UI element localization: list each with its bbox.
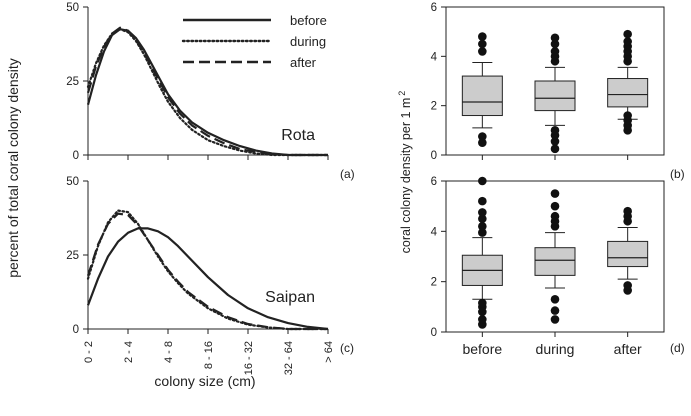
outlier-point [478,138,487,147]
outlier-point [478,228,487,237]
site-label: Saipan [265,289,315,306]
y-tick-label: 25 [66,76,79,88]
box-during [534,247,576,276]
y-tick-label: 25 [66,250,79,262]
x-tick-label: 16 - 32 [243,341,255,375]
outlier-point [550,33,560,43]
outlier-point [550,189,560,198]
box-after [607,240,649,268]
y-tick-label: 0 [431,327,437,339]
outlier-point [478,214,487,224]
outlier-point [478,132,487,141]
panel-label: (a) [340,167,355,181]
y-tick-label: 0 [73,324,79,336]
outlier-point [478,176,487,186]
y-tick-label: 6 [431,2,437,14]
x-tick-label: 0 - 2 [83,341,95,363]
outlier-point [550,39,560,49]
box-during [534,80,576,112]
outlier-point [550,137,560,146]
y-tick-label: 50 [66,176,79,188]
left-x-axis-title: colony size (cm) [154,373,255,389]
legend-label-after: after [290,55,317,70]
right-y-axis-title: coral colony density per 1 m 2 [397,91,413,254]
size-distribution-chart-rota: 0 25 50 before during after Rota (a) [66,2,354,181]
series-line-after [86,212,328,331]
x-tick-label: 32 - 64 [283,341,295,375]
outlier-point [550,294,560,304]
y-tick-label: 4 [431,51,438,63]
right-y-axis-title-superscript: 2 [397,91,407,96]
y-tick-label: 2 [431,101,437,113]
panel-label: (d) [670,341,685,355]
outlier-point [550,306,560,315]
size-distribution-chart-saipan: 0 25 50 0 - 2 2 - 4 4 - 8 8 - 16 16 - 32 32 - 64… [66,176,354,375]
x-tick-label: 4 - 8 [163,341,175,363]
outlier-point [478,315,487,324]
outlier-point [478,298,487,308]
outlier-point [478,47,487,56]
outlier-point [550,201,560,211]
outlier-point [550,315,560,324]
legend-label-during: during [290,34,326,49]
x-tick-label: 8 - 16 [203,341,215,369]
y-tick-label: 2 [431,277,437,289]
x-category-label: during [536,341,575,357]
series-line-before [86,227,329,331]
series-line-after [86,26,328,157]
x-category-label: after [614,341,642,357]
legend-label-before: before [290,13,327,28]
outlier-point [478,39,487,49]
x-category-label: before [462,341,502,357]
box-before [461,75,503,117]
outlier-point [550,126,560,135]
left-y-axis-title: percent of total coral colony density [5,58,21,277]
panel-label: (b) [670,167,685,181]
outlier-point [623,29,632,39]
outlier-point [478,208,487,217]
outlier-point [478,196,487,206]
y-tick-label: 4 [431,226,438,238]
outlier-point [623,37,632,46]
y-tick-label: 0 [431,150,437,162]
x-tick-label: 2 - 4 [123,341,135,363]
x-tick-label: > 64 [323,341,335,363]
density-boxplot-rota: 0 2 4 6 (b) [431,2,685,181]
panel-label: (c) [340,341,354,355]
series-line-during [86,209,330,331]
outlier-point [623,206,632,216]
outlier-point [550,211,560,221]
box-after [607,78,649,108]
right-y-axis-title-text: coral colony density per 1 m [399,98,413,254]
outlier-point [623,281,632,290]
outlier-point [550,47,560,56]
outlier-point [478,222,487,231]
site-label: Rota [281,127,315,144]
y-tick-label: 50 [66,2,79,14]
outlier-point [550,144,560,154]
outlier-point [478,32,487,41]
density-boxplot-saipan: 0 2 4 6 before during after (d) [431,176,685,357]
y-tick-label: 6 [431,176,437,188]
outlier-point [623,111,632,120]
y-tick-label: 0 [73,150,79,162]
